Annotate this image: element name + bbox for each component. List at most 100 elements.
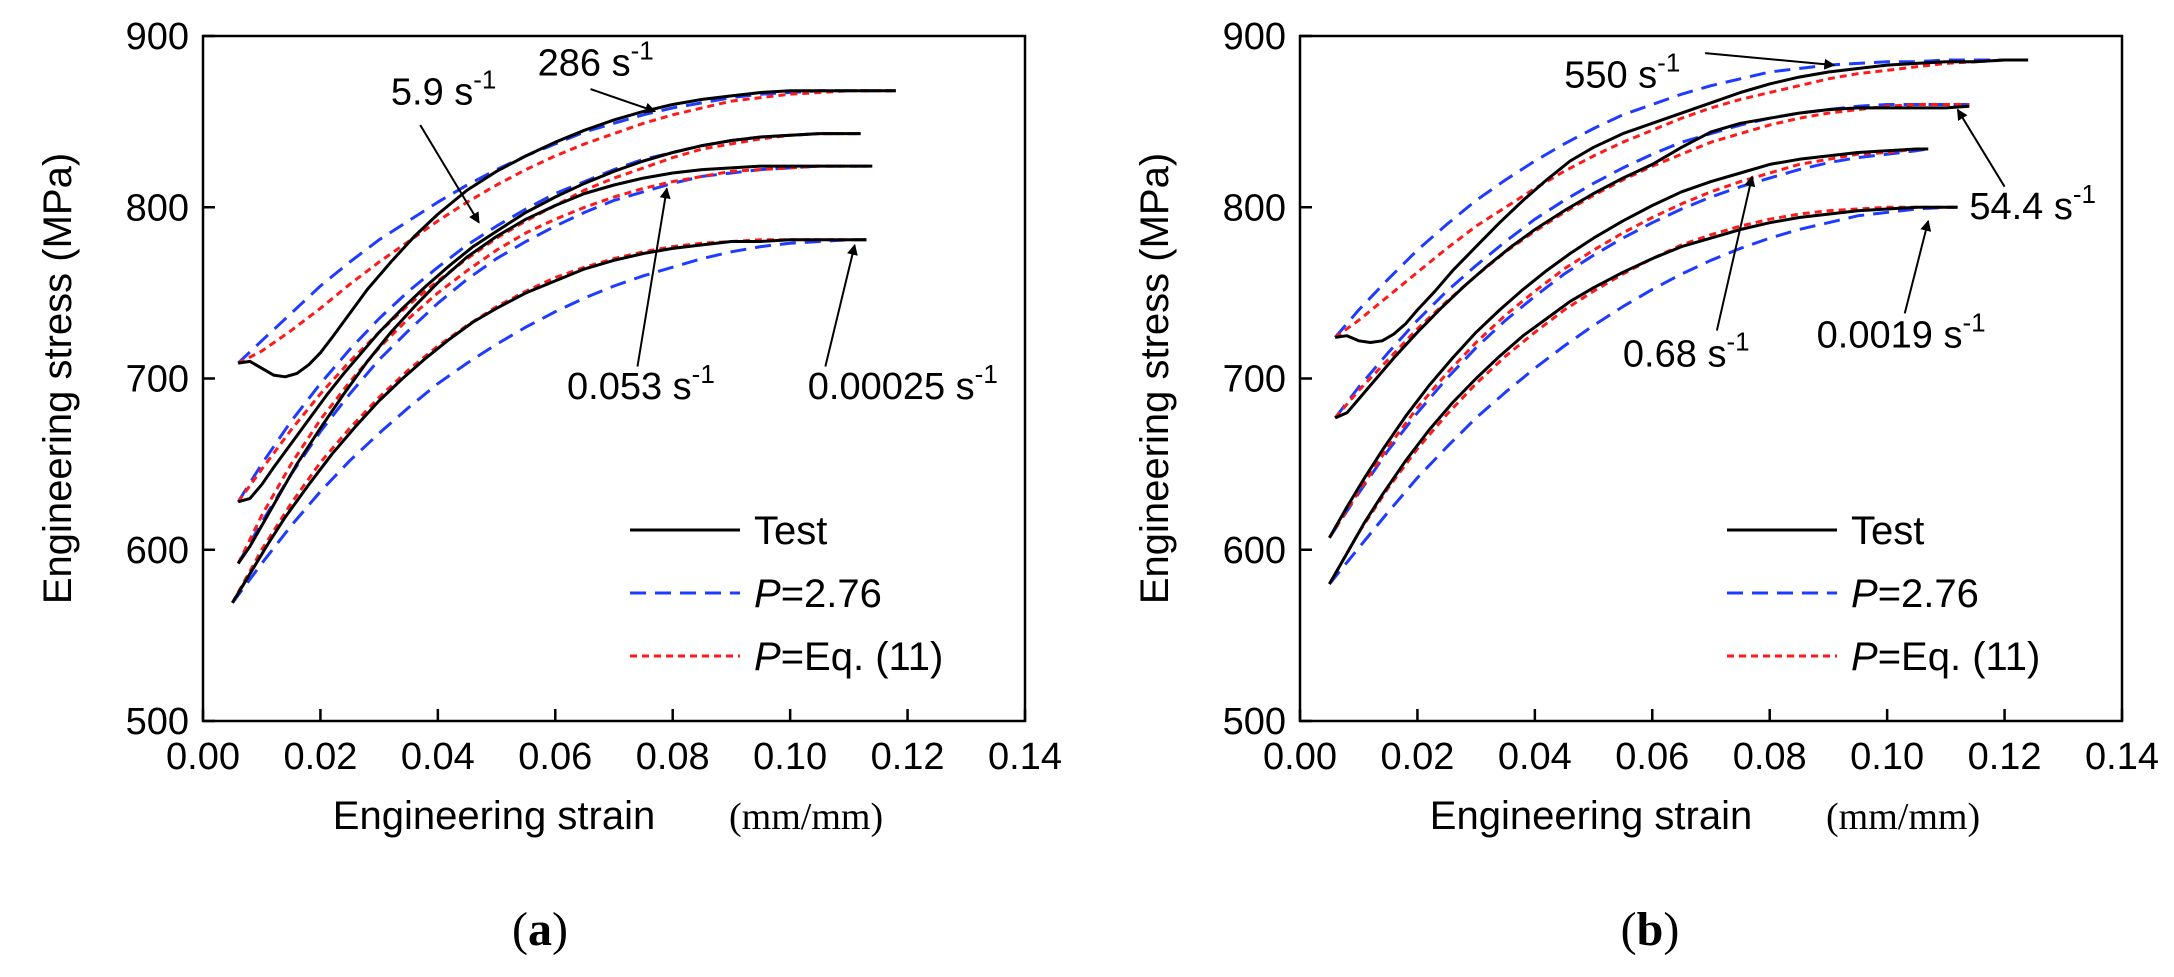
annotation-label: 550 s-1 xyxy=(1564,47,1680,96)
y-tick-label: 700 xyxy=(126,359,189,401)
legend-variable: P xyxy=(1851,635,1878,679)
y-tick-label: 700 xyxy=(1223,359,1286,401)
series-line-test-6 xyxy=(1328,147,1929,539)
panel-label-letter: a xyxy=(528,903,552,956)
panel-label-close: ) xyxy=(552,903,568,956)
x-tick-label: 0.08 xyxy=(636,736,710,778)
x-tick-label: 0.06 xyxy=(518,736,592,778)
legend-variable: P xyxy=(754,635,781,679)
annotation-superscript: -1 xyxy=(473,65,496,95)
series-line-p276-7 xyxy=(236,164,873,565)
annotation-arrow xyxy=(590,88,657,114)
annotation-superscript: -1 xyxy=(1657,47,1680,77)
y-tick-label: 500 xyxy=(1223,701,1286,743)
annotation-superscript: -1 xyxy=(692,359,715,389)
chart-panel-a: 0.00 0.02 0.04 0.06 0.08 0.10 0.12 0.14 500 600 70… xyxy=(36,16,1062,956)
annotation-superscript: -1 xyxy=(631,35,654,65)
panel-label-open: ( xyxy=(1621,903,1637,956)
y-tick-label: 500 xyxy=(126,701,189,743)
series-line-test-9 xyxy=(1328,205,1958,585)
series-line-test-6 xyxy=(236,164,873,565)
annotation-rate: 0.68 s xyxy=(1623,334,1727,376)
x-axis-unit: (mm/mm) xyxy=(729,796,883,838)
series-line-p276-10 xyxy=(231,238,867,604)
series-line-p276-4 xyxy=(1334,103,1970,419)
series-line-peq-8 xyxy=(1328,147,1929,539)
series-line-peq-8 xyxy=(236,164,873,565)
legend-value: =2.76 xyxy=(1878,572,1979,616)
x-tick-label: 0.14 xyxy=(988,736,1062,778)
series-line-test-0 xyxy=(237,89,896,379)
annotation-label: 5.9 s-1 xyxy=(391,65,497,114)
x-tick-label: 0.04 xyxy=(401,736,475,778)
legend-label-p276: P=2.76 xyxy=(754,572,882,616)
annotation-label: 0.00025 s-1 xyxy=(808,359,998,408)
annotation-label: 286 s-1 xyxy=(538,35,654,84)
annotation-superscript: -1 xyxy=(2073,179,2096,209)
annotation-rate: 54.4 s xyxy=(1969,186,2073,228)
x-tick-label: 0.12 xyxy=(1968,736,2042,778)
panel-label: (a) xyxy=(512,903,568,956)
panel-label-letter: b xyxy=(1637,903,1664,956)
panel-label: (b) xyxy=(1621,903,1680,956)
series-line-test-0 xyxy=(1334,58,2029,344)
annotation-arrow xyxy=(1956,108,2006,188)
series-line-peq-11 xyxy=(1328,205,1958,585)
annotation-arrow xyxy=(1705,52,1836,70)
series-line-p276-10 xyxy=(1328,205,1958,585)
x-tick-label: 0.02 xyxy=(283,736,357,778)
x-tick-label: 0.06 xyxy=(1615,736,1689,778)
legend-value: Test xyxy=(754,509,827,553)
legend-label-test: Test xyxy=(754,509,827,553)
x-tick-label: 0.10 xyxy=(1850,736,1924,778)
series-line-p276-1 xyxy=(237,89,896,365)
annotation-rate: 0.0019 s xyxy=(1817,315,1963,357)
x-tick-label: 0.10 xyxy=(753,736,827,778)
y-tick-label: 600 xyxy=(126,530,189,572)
series-line-p276-1 xyxy=(1334,58,2029,339)
x-tick-label: 0.02 xyxy=(1380,736,1454,778)
x-tick-label: 0.00 xyxy=(166,736,240,778)
legend-value: =2.76 xyxy=(781,572,882,616)
annotation-rate: 0.00025 s xyxy=(808,366,975,408)
annotation-rate: 5.9 s xyxy=(391,72,473,114)
panel-label-close: ) xyxy=(1663,903,1679,956)
annotation-rate: 286 s xyxy=(538,42,631,84)
legend-value: Test xyxy=(1851,509,1924,553)
y-tick-label: 800 xyxy=(1223,187,1286,229)
series-line-test-3 xyxy=(1334,104,1970,420)
annotation-superscript: -1 xyxy=(1726,327,1749,357)
series-line-test-9 xyxy=(231,238,867,604)
legend-variable: P xyxy=(754,572,781,616)
x-tick-label: 0.08 xyxy=(1733,736,1807,778)
x-tick-label: 0.04 xyxy=(1498,736,1572,778)
chart-panel-b: 0.00 0.02 0.04 0.06 0.08 0.10 0.12 0.14 500 600 70… xyxy=(1133,16,2159,956)
series-line-p276-4 xyxy=(236,132,861,503)
series-line-test-3 xyxy=(237,132,861,504)
annotation-rate: 550 s xyxy=(1564,54,1657,96)
y-tick-label: 900 xyxy=(1223,16,1286,58)
annotation-superscript: -1 xyxy=(1962,308,1985,338)
annotation-arrow xyxy=(636,187,671,367)
annotation-arrow xyxy=(824,243,858,367)
series-line-peq-2 xyxy=(1334,58,2029,339)
annotation-label: 54.4 s-1 xyxy=(1969,179,2096,228)
annotation-arrow xyxy=(1903,219,1932,314)
legend-label-p276: P=2.76 xyxy=(1851,572,1979,616)
annotation-label: 0.0019 s-1 xyxy=(1817,308,1986,357)
y-tick-label: 800 xyxy=(126,187,189,229)
legend-variable: P xyxy=(1851,572,1878,616)
y-tick-label: 900 xyxy=(126,16,189,58)
annotation-label: 0.68 s-1 xyxy=(1623,327,1750,376)
x-tick-label: 0.14 xyxy=(2085,736,2159,778)
panel-label-open: ( xyxy=(512,903,528,956)
legend-value: =Eq. (11) xyxy=(781,635,944,679)
y-axis-title: Engineering stress (MPa) xyxy=(36,153,80,604)
legend-value: =Eq. (11) xyxy=(1878,635,2041,679)
x-axis-unit: (mm/mm) xyxy=(1826,796,1980,838)
series-line-peq-2 xyxy=(237,89,896,365)
annotation-superscript: -1 xyxy=(975,359,998,389)
annotation-arrow xyxy=(1715,175,1756,331)
plot-frame xyxy=(1298,34,2124,723)
